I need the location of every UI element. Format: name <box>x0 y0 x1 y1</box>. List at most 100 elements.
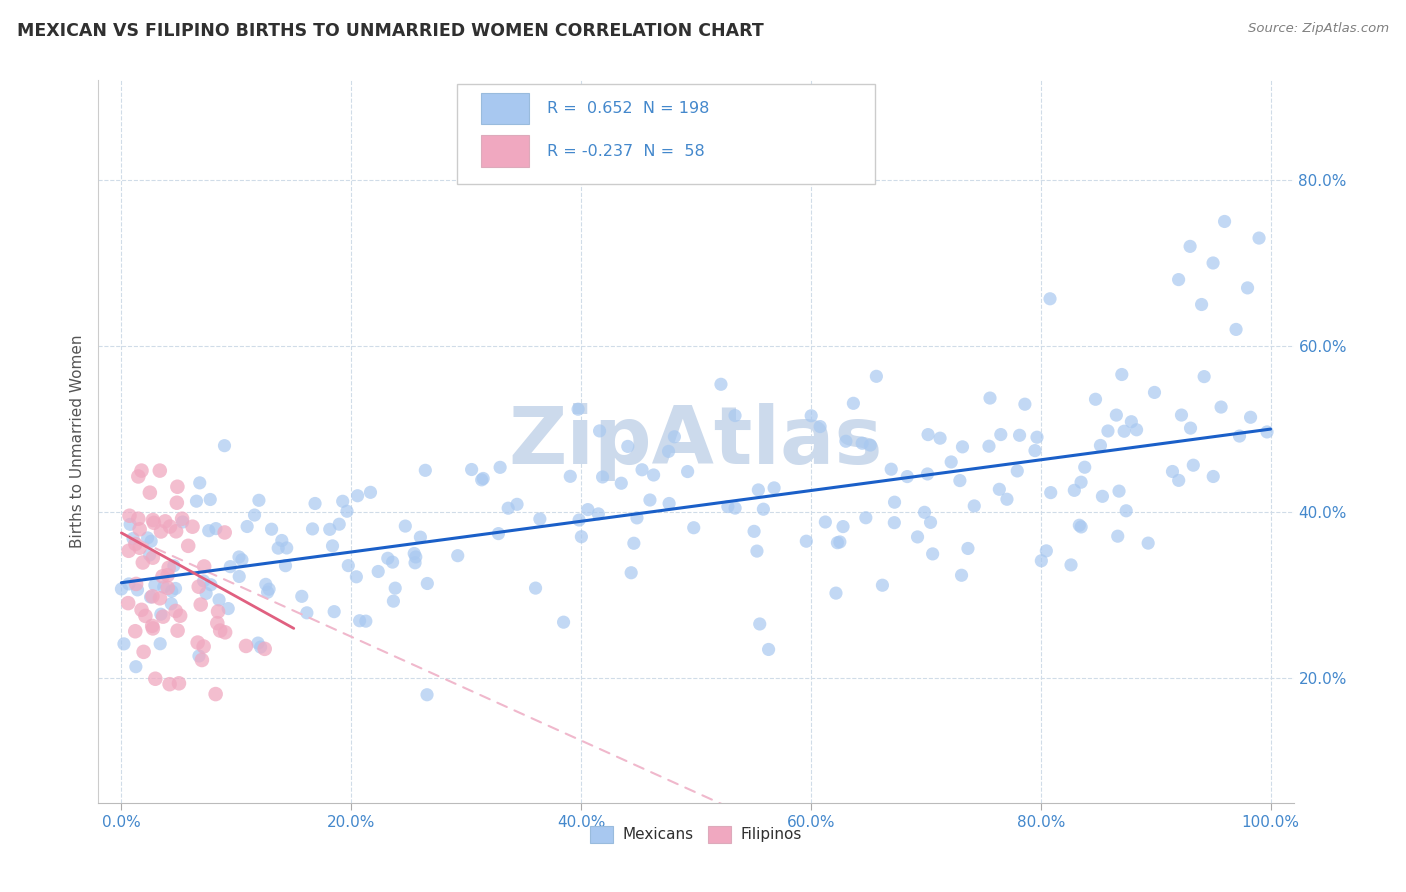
Point <box>228 549 250 564</box>
Point <box>160 597 183 611</box>
Point <box>247 493 270 508</box>
Point <box>949 474 972 488</box>
Point <box>950 568 973 582</box>
Point <box>165 604 187 618</box>
Point <box>1035 544 1057 558</box>
Point <box>1031 554 1053 568</box>
Point <box>127 512 149 526</box>
Point <box>747 483 769 497</box>
Point <box>270 533 292 548</box>
Legend: Mexicans, Filipinos: Mexicans, Filipinos <box>583 820 808 849</box>
Point <box>842 396 865 410</box>
Point <box>1213 214 1236 228</box>
Point <box>404 547 426 561</box>
Point <box>156 581 179 595</box>
Point <box>560 469 582 483</box>
Point <box>1192 369 1215 384</box>
Point <box>907 530 929 544</box>
Point <box>159 519 181 533</box>
Point <box>1167 474 1189 488</box>
Point <box>676 465 699 479</box>
Point <box>763 481 786 495</box>
Point <box>553 615 575 630</box>
Point <box>195 586 218 600</box>
Point <box>1182 458 1205 473</box>
Point <box>917 467 939 481</box>
Point <box>132 556 155 570</box>
Point <box>156 568 179 582</box>
Point <box>588 424 610 438</box>
Point <box>337 558 360 573</box>
Point <box>710 377 733 392</box>
Point <box>172 512 194 526</box>
Point <box>990 427 1012 442</box>
Point <box>1097 424 1119 438</box>
Point <box>236 519 259 533</box>
Point <box>128 541 150 555</box>
Point <box>304 496 326 510</box>
Point <box>186 494 208 508</box>
Point <box>1202 469 1225 483</box>
Point <box>963 499 986 513</box>
Point <box>131 464 153 478</box>
Point <box>165 524 187 539</box>
Point <box>132 645 155 659</box>
Point <box>835 434 858 449</box>
Point <box>193 559 215 574</box>
Point <box>149 524 172 539</box>
Point <box>169 608 191 623</box>
Point <box>267 541 290 555</box>
Point <box>404 556 426 570</box>
Point <box>142 550 165 565</box>
Point <box>626 511 648 525</box>
Y-axis label: Births to Unmarried Women: Births to Unmarried Women <box>69 334 84 549</box>
Text: R = -0.237  N =  58: R = -0.237 N = 58 <box>547 144 704 159</box>
Point <box>883 495 905 509</box>
Point <box>131 603 153 617</box>
Point <box>142 621 165 635</box>
Point <box>460 462 482 476</box>
Point <box>166 496 188 510</box>
Point <box>254 577 277 591</box>
Point <box>200 578 222 592</box>
Point <box>136 531 159 545</box>
Point <box>110 582 132 596</box>
Point <box>214 525 236 540</box>
Point <box>827 535 849 549</box>
Point <box>415 463 437 477</box>
Point <box>120 517 142 532</box>
Point <box>1137 536 1160 550</box>
Point <box>142 513 165 527</box>
Point <box>209 624 232 638</box>
Point <box>496 501 519 516</box>
Point <box>851 436 873 450</box>
Point <box>623 536 645 550</box>
Point <box>143 672 166 686</box>
Point <box>177 539 200 553</box>
Point <box>529 512 551 526</box>
Point <box>883 516 905 530</box>
Point <box>1063 483 1085 498</box>
Point <box>859 438 882 452</box>
Point <box>149 464 172 478</box>
Point <box>758 642 780 657</box>
Point <box>256 585 278 599</box>
Point <box>142 516 165 530</box>
Point <box>447 549 470 563</box>
Point <box>1125 423 1147 437</box>
Point <box>814 515 837 529</box>
Point <box>1070 475 1092 490</box>
Point <box>257 582 280 597</box>
Point <box>381 555 404 569</box>
Point <box>472 471 495 485</box>
Point <box>405 549 427 564</box>
Point <box>328 517 350 532</box>
Point <box>122 532 145 546</box>
Point <box>1115 504 1137 518</box>
Point <box>141 534 163 549</box>
Point <box>1008 428 1031 442</box>
Point <box>920 516 942 530</box>
Point <box>152 580 174 594</box>
Point <box>1039 485 1062 500</box>
Point <box>929 431 952 445</box>
